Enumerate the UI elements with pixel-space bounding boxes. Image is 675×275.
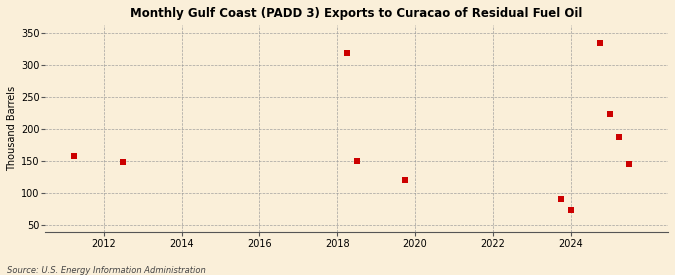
Point — [117, 160, 128, 164]
Title: Monthly Gulf Coast (PADD 3) Exports to Curacao of Residual Fuel Oil: Monthly Gulf Coast (PADD 3) Exports to C… — [130, 7, 583, 20]
Point — [595, 40, 605, 45]
Text: Source: U.S. Energy Information Administration: Source: U.S. Energy Information Administ… — [7, 266, 205, 275]
Point — [351, 159, 362, 164]
Point — [342, 51, 352, 55]
Point — [400, 178, 410, 182]
Point — [624, 162, 634, 167]
Point — [556, 197, 566, 201]
Point — [566, 208, 576, 212]
Point — [69, 154, 80, 158]
Point — [614, 135, 625, 139]
Point — [604, 112, 615, 116]
Y-axis label: Thousand Barrels: Thousand Barrels — [7, 86, 17, 171]
